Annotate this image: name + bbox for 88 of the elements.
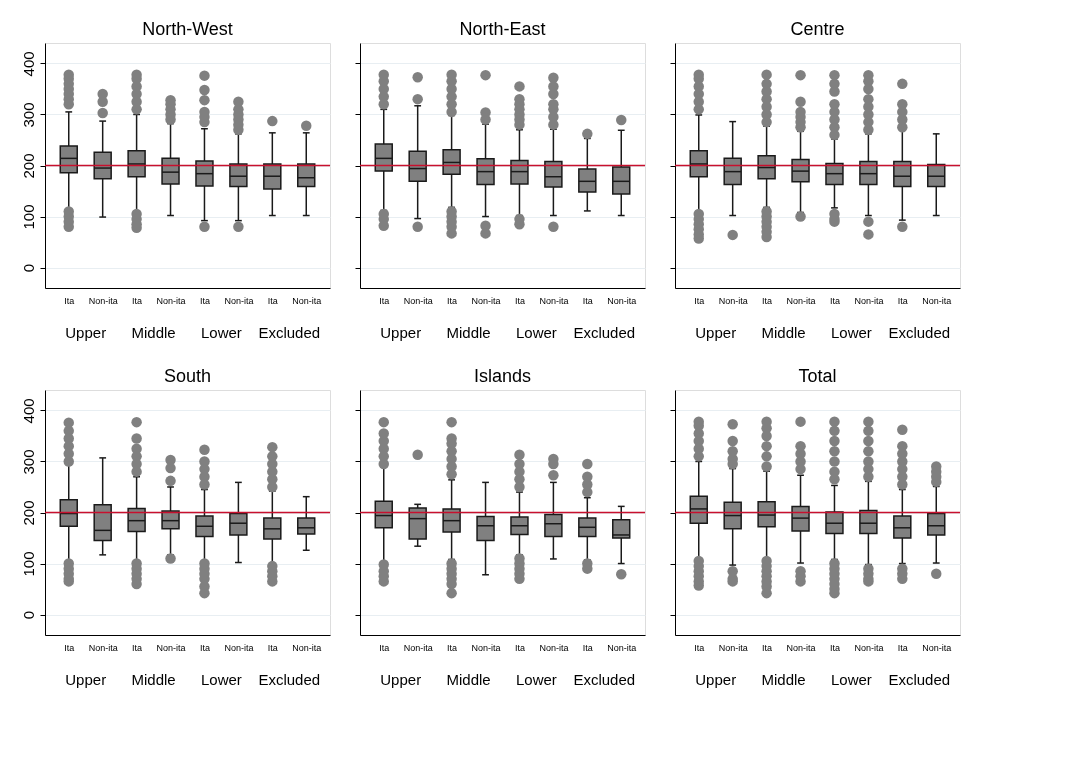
text: Lower	[201, 324, 242, 341]
text: Excluded	[573, 671, 636, 688]
y-tick-label: 0	[19, 263, 37, 273]
text: Middle	[761, 324, 806, 341]
x-tick-label: Ita	[64, 295, 75, 306]
x-tick-label: Non-ita	[786, 642, 816, 653]
x-tick-label: Non-ita	[471, 295, 501, 306]
chart-title: Total	[798, 366, 837, 386]
x-tick-label: Non-ita	[292, 642, 322, 653]
text: Excluded	[888, 671, 951, 688]
x-tick-label: Non-ita	[403, 642, 433, 653]
y-tick-label: 300	[19, 449, 37, 475]
x-tick-label: Non-ita	[224, 295, 254, 306]
text: Upper	[65, 324, 107, 341]
x-tick-label: Ita	[447, 642, 458, 653]
x-tick-label: Ita	[132, 295, 143, 306]
y-tick-label: 200	[19, 500, 37, 526]
chart-title: South	[163, 366, 212, 386]
x-tick-label: Ita	[762, 295, 773, 306]
x-tick-label: Ita	[379, 295, 390, 306]
y-tick-label: 200	[19, 153, 37, 179]
x-tick-label: Non-ita	[292, 295, 322, 306]
x-tick-label: Ita	[199, 295, 210, 306]
x-tick-label: Ita	[829, 295, 840, 306]
y-tick-label: 400	[19, 51, 37, 77]
x-tick-label: Ita	[694, 295, 705, 306]
x-tick-label: Ita	[897, 642, 908, 653]
text: Middle	[131, 671, 176, 688]
x-tick-label: Ita	[514, 295, 525, 306]
x-tick-label: Non-ita	[224, 642, 254, 653]
x-tick-label: Non-ita	[854, 642, 884, 653]
y-tick-label: 400	[19, 398, 37, 424]
chart-title: Centre	[790, 19, 845, 39]
text: Excluded	[888, 324, 951, 341]
x-tick-label: Non-ita	[607, 295, 637, 306]
x-tick-label: Ita	[514, 642, 525, 653]
text: Upper	[380, 324, 422, 341]
x-tick-label: Non-ita	[718, 642, 748, 653]
x-tick-label: Ita	[199, 642, 210, 653]
x-tick-label: Non-ita	[471, 642, 501, 653]
x-tick-label: Non-ita	[539, 642, 569, 653]
x-tick-label: Ita	[582, 295, 593, 306]
x-tick-label: Non-ita	[539, 295, 569, 306]
text: Lower	[201, 671, 242, 688]
x-tick-label: Ita	[379, 642, 390, 653]
chart-title: North-West	[142, 19, 233, 39]
x-tick-label: Non-ita	[156, 295, 186, 306]
text: Middle	[446, 671, 491, 688]
text: Lower	[516, 324, 557, 341]
x-tick-label: Non-ita	[88, 295, 118, 306]
x-tick-label: Ita	[267, 295, 278, 306]
text: Lower	[831, 324, 872, 341]
x-tick-label: Non-ita	[403, 295, 433, 306]
x-tick-label: Non-ita	[922, 642, 952, 653]
x-tick-label: Non-ita	[786, 295, 816, 306]
x-tick-label: Ita	[829, 642, 840, 653]
x-tick-label: Non-ita	[718, 295, 748, 306]
chart-title: Islands	[473, 366, 532, 386]
x-tick-label: Ita	[267, 642, 278, 653]
y-tick-label: 100	[19, 551, 37, 577]
y-tick-label: 300	[19, 102, 37, 128]
text: Middle	[131, 324, 176, 341]
y-tick-label: 100	[19, 204, 37, 230]
x-tick-label: Ita	[762, 642, 773, 653]
text: Middle	[446, 324, 491, 341]
text: Excluded	[258, 671, 321, 688]
x-tick-label: Non-ita	[156, 642, 186, 653]
x-tick-label: Non-ita	[922, 295, 952, 306]
x-tick-label: Ita	[132, 642, 143, 653]
x-tick-label: Ita	[897, 295, 908, 306]
text: Excluded	[258, 324, 321, 341]
text: Upper	[695, 671, 737, 688]
text: Excluded	[573, 324, 636, 341]
x-tick-label: Ita	[582, 642, 593, 653]
x-tick-label: Non-ita	[88, 642, 118, 653]
x-tick-label: Ita	[447, 295, 458, 306]
y-tick-label: 0	[19, 610, 37, 620]
x-tick-label: Ita	[64, 642, 75, 653]
text: Upper	[380, 671, 422, 688]
text: Upper	[65, 671, 107, 688]
chart-title: North-East	[459, 19, 546, 39]
x-tick-label: Ita	[694, 642, 705, 653]
text: Upper	[695, 324, 737, 341]
x-tick-label: Non-ita	[854, 295, 884, 306]
text: Middle	[761, 671, 806, 688]
text: Lower	[831, 671, 872, 688]
x-tick-label: Non-ita	[607, 642, 637, 653]
text: Lower	[516, 671, 557, 688]
